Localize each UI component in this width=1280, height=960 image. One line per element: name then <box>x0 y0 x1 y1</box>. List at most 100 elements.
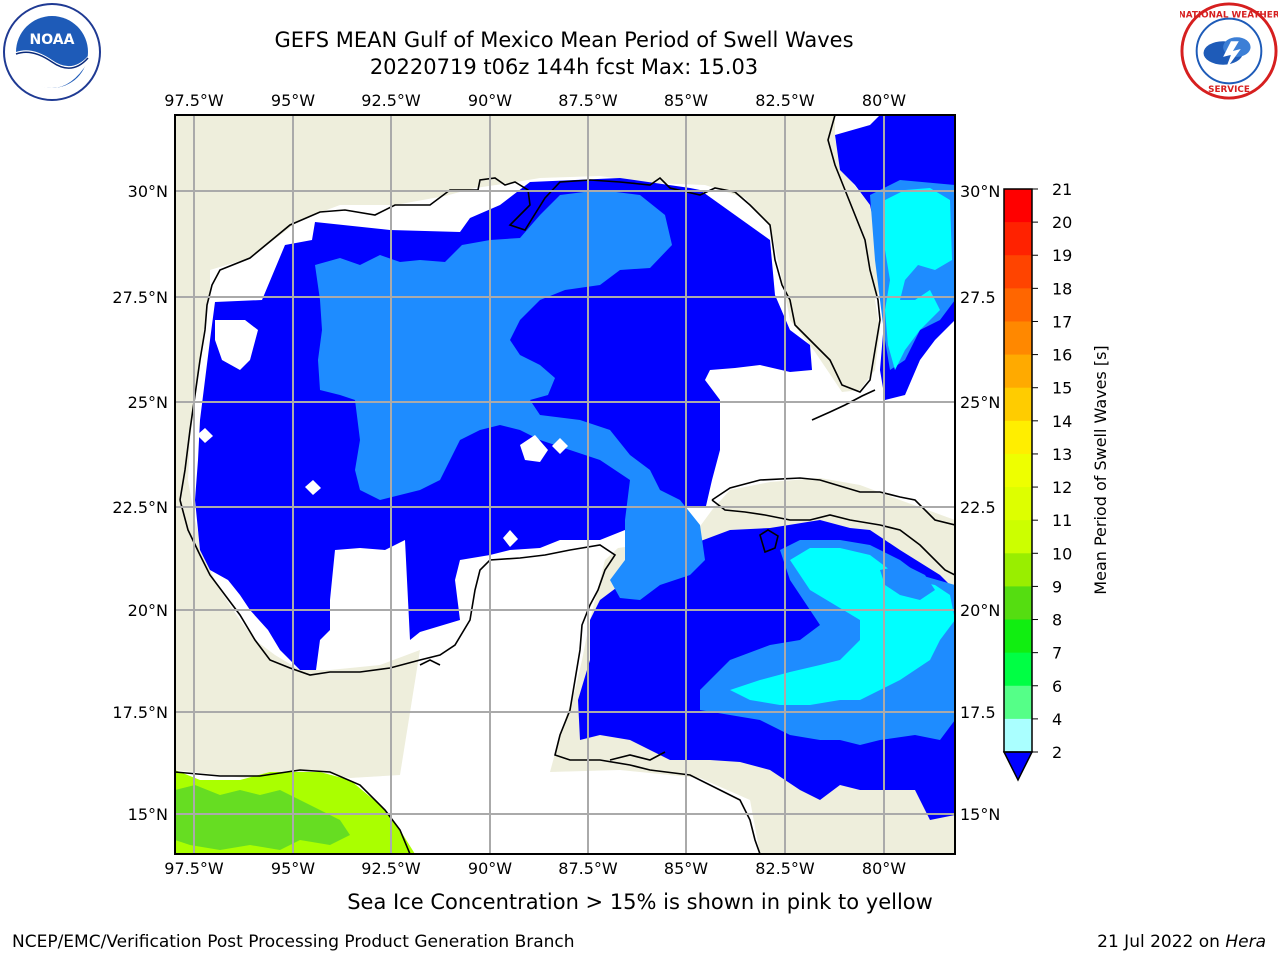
colorbar-tick-label: 17 <box>1052 312 1072 331</box>
colorbar-tick-label: 6 <box>1052 677 1062 696</box>
colorbar-segment <box>1004 685 1032 720</box>
lat-tick-right: 25°N <box>960 393 1000 412</box>
lon-tick-bottom: 90°W <box>468 859 512 878</box>
colorbar-tick-label: 4 <box>1052 710 1062 729</box>
colorbar-tick-label: 2 <box>1052 743 1062 762</box>
colorbar-frame <box>1003 188 1033 753</box>
nodata-islet <box>215 320 258 370</box>
lon-ticks-top: 97.5°W 95°W 92.5°W 90°W 87.5°W 85°W 82.5… <box>164 91 906 110</box>
colorbar-segment <box>1004 652 1032 687</box>
map-frame <box>174 114 956 855</box>
swell-4-6s-caribbean-inner <box>880 565 935 600</box>
nodata-islet <box>552 438 568 454</box>
colorbar-segment <box>1004 321 1032 356</box>
lon-tick-top: 87.5°W <box>558 91 618 110</box>
colorbar-segment <box>1004 255 1032 289</box>
run-date-text: 21 Jul 2022 on <box>1097 932 1226 952</box>
noaa-logo-text: NOAA <box>30 32 75 48</box>
sea-ice-region-dense <box>175 785 350 850</box>
nws-ring-text-bottom: SERVICE <box>1208 85 1250 95</box>
colorbar-label: Mean Period of Swell Waves [s] <box>1091 345 1110 594</box>
lon-tick-bottom: 85°W <box>664 859 708 878</box>
lat-tick-right: 30°N <box>960 182 1000 201</box>
colorbar-tick-label: 14 <box>1052 412 1072 431</box>
nws-logo: NATIONAL WEATHER SERVICE <box>1180 2 1278 100</box>
colorbar-tick-label: 16 <box>1052 346 1072 365</box>
nws-ring-text: NATIONAL WEATHER <box>1180 11 1278 21</box>
lon-tick-bottom: 95°W <box>271 859 315 878</box>
lat-tick-left: 15°N <box>128 805 168 824</box>
lat-tick-left: 27.5°N <box>112 288 168 307</box>
nodata-islet <box>305 480 321 495</box>
nodata-islet <box>197 428 213 443</box>
colorbar-tick-label: 12 <box>1052 478 1072 497</box>
colorbar-tick-label: 11 <box>1052 511 1072 530</box>
lon-tick-top: 92.5°W <box>361 91 421 110</box>
producer-credit: NCEP/EMC/Verification Post Processing Pr… <box>12 932 575 952</box>
colorbar-segment <box>1004 520 1032 554</box>
colorbar-tick-label: 15 <box>1052 379 1072 398</box>
lat-tick-left: 17.5°N <box>112 703 168 722</box>
colorbar-segment <box>1004 189 1032 223</box>
coastline <box>175 115 955 854</box>
colorbar-segment <box>1004 387 1032 422</box>
lat-tick-right: 27.5 <box>960 288 996 307</box>
machine-name: Hera <box>1225 932 1266 952</box>
lon-tick-bottom: 92.5°W <box>361 859 421 878</box>
colorbar-segment <box>1004 586 1032 621</box>
colorbar-tick-label: 19 <box>1052 246 1072 265</box>
lat-tick-right: 17.5 <box>960 703 996 722</box>
nodata-islet <box>520 435 548 462</box>
colorbar-tick-label: 21 <box>1052 180 1072 199</box>
lon-ticks-bottom: 97.5°W 95°W 92.5°W 90°W 87.5°W 85°W 82.5… <box>164 859 906 878</box>
colorbar-tick-label: 9 <box>1052 577 1062 596</box>
noaa-logo: NOAA <box>3 3 101 101</box>
lon-tick-top: 95°W <box>271 91 315 110</box>
map-plot-area <box>175 115 955 854</box>
lon-tick-top: 80°W <box>862 91 906 110</box>
map-title: GEFS MEAN Gulf of Mexico Mean Period of … <box>274 28 854 52</box>
colorbar-tick-label: 13 <box>1052 445 1072 464</box>
colorbar-segments <box>1004 189 1032 753</box>
swell-4-6s-central-gulf <box>315 190 705 600</box>
lon-tick-bottom: 80°W <box>862 859 906 878</box>
lat-tick-left: 22.5°N <box>112 498 168 517</box>
colorbar-ticks: 21 20 19 18 17 16 15 14 13 12 11 10 9 8 7 6 4 2 <box>1032 180 1072 762</box>
colorbar-segment <box>1004 619 1032 654</box>
lat-tick-right: 20°N <box>960 601 1000 620</box>
colorbar-tick-label: 20 <box>1052 213 1072 232</box>
lat-ticks-right: 30°N 27.5 25°N 22.5 20°N 17.5 15°N <box>960 182 1000 824</box>
lon-tick-top: 90°W <box>468 91 512 110</box>
lat-tick-left: 25°N <box>128 393 168 412</box>
lon-tick-top: 97.5°W <box>164 91 224 110</box>
colorbar-tick-label: 18 <box>1052 279 1072 298</box>
colorbar-segment <box>1004 553 1032 588</box>
lat-tick-right: 22.5 <box>960 498 996 517</box>
lat-tick-right: 15°N <box>960 805 1000 824</box>
lon-tick-top: 82.5°W <box>755 91 815 110</box>
lat-tick-left: 30°N <box>128 182 168 201</box>
lon-tick-bottom: 82.5°W <box>755 859 815 878</box>
colorbar-tick-label: 10 <box>1052 544 1072 563</box>
colorbar-segment <box>1004 718 1032 753</box>
colorbar-segment <box>1004 354 1032 389</box>
lon-tick-bottom: 87.5°W <box>558 859 618 878</box>
colorbar-tick-label: 8 <box>1052 611 1062 630</box>
sea-ice-note: Sea Ice Concentration > 15% is shown in … <box>347 890 933 914</box>
lat-ticks-left: 30°N 27.5°N 25°N 22.5°N 20°N 17.5°N 15°N <box>112 182 168 824</box>
colorbar-segment <box>1004 487 1032 521</box>
colorbar-extend-min <box>1002 751 1034 782</box>
colorbar-segment <box>1004 288 1032 323</box>
lon-tick-bottom: 97.5°W <box>164 859 224 878</box>
colorbar-segment <box>1004 453 1032 488</box>
colorbar-segment <box>1004 420 1032 455</box>
map-subtitle-run: 20220719 t06z 144h fcst Max: 15.03 <box>369 55 759 79</box>
run-date: 21 Jul 2022 on Hera <box>1097 932 1266 952</box>
graticule <box>175 115 955 854</box>
colorbar-segment <box>1004 222 1032 256</box>
colorbar-tick-label: 7 <box>1052 644 1062 663</box>
colorbar: 21 20 19 18 17 16 15 14 13 12 11 10 9 8 7 6 4 2 Mean Peri… <box>1002 180 1110 782</box>
swell-6-8s-atlantic <box>885 188 952 370</box>
lat-tick-left: 20°N <box>128 601 168 620</box>
